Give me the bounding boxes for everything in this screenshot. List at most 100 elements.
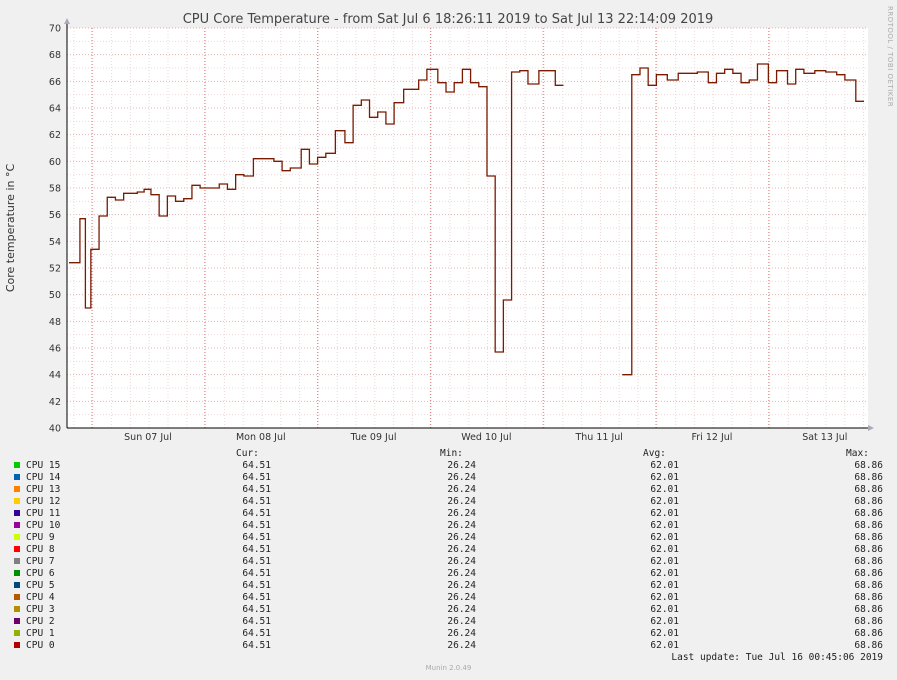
legend-max: 68.86: [854, 568, 883, 579]
chart-title: CPU Core Temperature - from Sat Jul 6 18…: [183, 12, 714, 27]
header-avg: Avg:: [643, 448, 666, 459]
x-tick-label: Fri 12 Jul: [692, 432, 733, 443]
legend-swatch: [14, 630, 20, 636]
legend-cur: 64.51: [242, 640, 271, 651]
munin-version: Munin 2.0.49: [425, 664, 472, 672]
legend-label: CPU 8: [26, 544, 55, 555]
legend-label: CPU 5: [26, 580, 55, 591]
y-tick-label: 52: [49, 264, 61, 275]
legend-label: CPU 4: [26, 592, 55, 603]
legend-label: CPU 14: [26, 472, 61, 483]
legend-min: 26.24: [447, 520, 476, 531]
legend-header: Cur: Min: Avg: Max:: [0, 448, 897, 460]
legend-cur: 64.51: [242, 520, 271, 531]
legend-max: 68.86: [854, 640, 883, 651]
legend-max: 68.86: [854, 496, 883, 507]
legend-cur: 64.51: [242, 532, 271, 543]
legend-min: 26.24: [447, 508, 476, 519]
legend-cur: 64.51: [242, 460, 271, 471]
legend-label: CPU 11: [26, 508, 61, 519]
y-tick-label: 46: [49, 344, 61, 355]
legend-avg: 62.01: [650, 640, 679, 651]
x-tick-label: Mon 08 Jul: [236, 432, 286, 443]
legend-max: 68.86: [854, 520, 883, 531]
legend-row: CPU 4 64.51 26.24 62.01 68.86: [0, 592, 897, 604]
legend-row: CPU 8 64.51 26.24 62.01 68.86: [0, 544, 897, 556]
y-tick-label: 70: [49, 24, 61, 35]
legend-label: CPU 12: [26, 496, 61, 507]
legend-min: 26.24: [447, 592, 476, 603]
legend-avg: 62.01: [650, 592, 679, 603]
legend-row: CPU 13 64.51 26.24 62.01 68.86: [0, 484, 897, 496]
legend-min: 26.24: [447, 580, 476, 591]
legend-swatch: [14, 474, 20, 480]
grid: [67, 27, 868, 429]
legend-swatch: [14, 582, 20, 588]
rrdtool-side-label: RRDTOOL / TOBI OETIKER: [886, 6, 894, 107]
legend-avg: 62.01: [650, 544, 679, 555]
legend-max: 68.86: [854, 604, 883, 615]
legend-max: 68.86: [854, 628, 883, 639]
header-max: Max:: [846, 448, 869, 459]
legend-max: 68.86: [854, 508, 883, 519]
series-lines: [69, 63, 864, 376]
legend-row: CPU 2 64.51 26.24 62.01 68.86: [0, 616, 897, 628]
legend-max: 68.86: [854, 592, 883, 603]
y-tick-label: 54: [49, 237, 61, 248]
y-tick-label: 40: [49, 424, 61, 435]
legend-swatch: [14, 498, 20, 504]
plot-area: [67, 28, 868, 428]
legend-cur: 64.51: [242, 628, 271, 639]
legend-cur: 64.51: [242, 484, 271, 495]
header-cur: Cur:: [236, 448, 259, 459]
legend-max: 68.86: [854, 484, 883, 495]
legend-avg: 62.01: [650, 460, 679, 471]
legend-cur: 64.51: [242, 472, 271, 483]
legend-swatch: [14, 558, 20, 564]
legend-swatch: [14, 570, 20, 576]
legend-cur: 64.51: [242, 556, 271, 567]
legend-row: CPU 0 64.51 26.24 62.01 68.86: [0, 640, 897, 652]
legend-avg: 62.01: [650, 556, 679, 567]
legend-row: CPU 1 64.51 26.24 62.01 68.86: [0, 628, 897, 640]
legend-cur: 64.51: [242, 496, 271, 507]
x-axis-ticks: Sun 07 Jul Mon 08 Jul Tue 09 Jul Wed 10 Jul…: [124, 432, 847, 443]
legend-max: 68.86: [854, 616, 883, 627]
legend-max: 68.86: [854, 580, 883, 591]
y-tick-label: 58: [49, 184, 61, 195]
legend-cur: 64.51: [242, 592, 271, 603]
y-tick-label: 56: [49, 210, 61, 221]
legend-min: 26.24: [447, 472, 476, 483]
y-tick-label: 62: [49, 130, 61, 141]
y-axis-label: Core temperature in °C: [4, 164, 17, 293]
legend-max: 68.86: [854, 556, 883, 567]
legend-swatch: [14, 606, 20, 612]
legend-label: CPU 9: [26, 532, 55, 543]
y-tick-label: 42: [49, 397, 61, 408]
legend-avg: 62.01: [650, 616, 679, 627]
legend-avg: 62.01: [650, 520, 679, 531]
y-tick-label: 48: [49, 317, 61, 328]
legend-max: 68.86: [854, 460, 883, 471]
legend-label: CPU 7: [26, 556, 55, 567]
legend-min: 26.24: [447, 640, 476, 651]
legend-min: 26.24: [447, 604, 476, 615]
header-min: Min:: [440, 448, 463, 459]
legend-swatch: [14, 594, 20, 600]
legend-row: CPU 7 64.51 26.24 62.01 68.86: [0, 556, 897, 568]
legend-label: CPU 2: [26, 616, 55, 627]
legend-avg: 62.01: [650, 580, 679, 591]
legend-avg: 62.01: [650, 568, 679, 579]
legend-avg: 62.01: [650, 532, 679, 543]
legend-cur: 64.51: [242, 580, 271, 591]
x-tick-label: Sun 07 Jul: [124, 432, 172, 443]
series-line-1: [622, 63, 864, 376]
legend-min: 26.24: [447, 628, 476, 639]
legend-label: CPU 13: [26, 484, 61, 495]
legend-row: CPU 12 64.51 26.24 62.01 68.86: [0, 496, 897, 508]
temperature-chart: 40 42 44 46 48 50 52 54 56 58 60 62 64 66 68 70 Sun 07 …: [4, 6, 894, 443]
legend-swatch: [14, 486, 20, 492]
legend-row: CPU 6 64.51 26.24 62.01 68.86: [0, 568, 897, 580]
legend-cur: 64.51: [242, 544, 271, 555]
legend-avg: 62.01: [650, 472, 679, 483]
